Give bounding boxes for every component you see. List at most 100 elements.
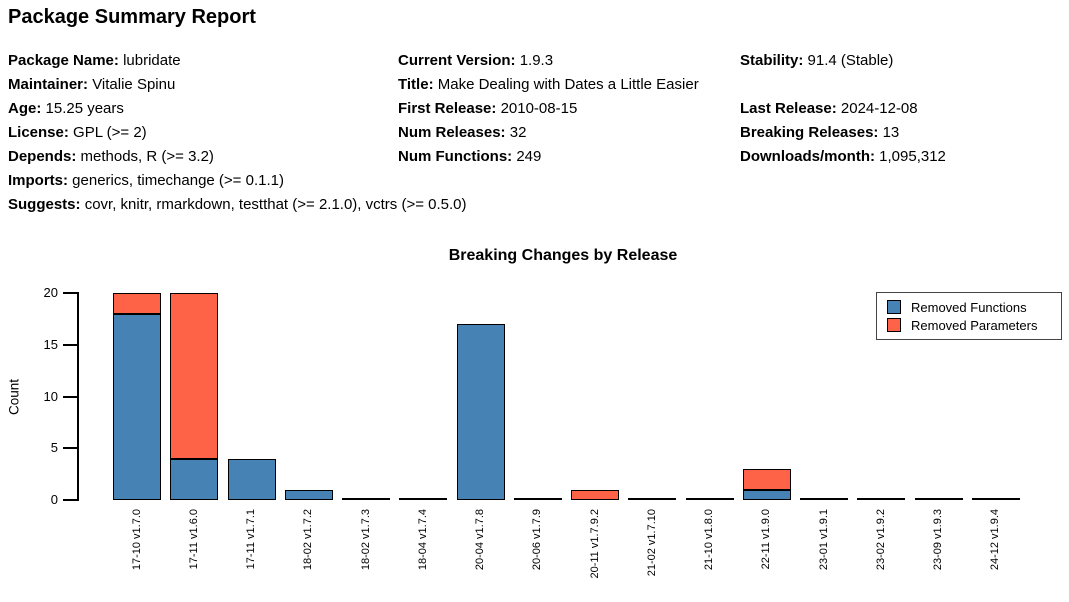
bar-segment-removed-parameters <box>571 489 619 500</box>
field-label: Imports: <box>8 172 68 189</box>
info-row-first-release: First Release: 2010-08-15 <box>398 97 699 121</box>
legend-label: Removed Functions <box>911 299 1027 315</box>
zero-bar-line <box>685 498 734 500</box>
info-row-title: Title: Make Dealing with Dates a Little … <box>398 73 699 97</box>
zero-bar-line <box>800 498 848 500</box>
x-axis-label: 23-01 v1.9.1 <box>817 509 830 571</box>
field-value: 2024-12-08 <box>840 100 918 117</box>
info-row-depends: Depends: methods, R (>= 3.2) <box>8 145 467 169</box>
field-value: 249 <box>516 148 542 165</box>
y-axis-tick-label: 15 <box>43 336 58 352</box>
info-row-stability: Stability: 91.4 (Stable) <box>740 49 946 73</box>
field-label: Age: <box>8 100 42 117</box>
y-axis-tick-label: 10 <box>43 388 58 404</box>
legend-swatch-removed-functions <box>887 300 901 314</box>
legend-swatch-removed-parameters <box>887 318 901 332</box>
field-label: Downloads/month: <box>740 148 875 165</box>
x-axis-label: 20-06 v1.7.9 <box>531 509 544 571</box>
field-label: Stability: <box>740 52 804 69</box>
zero-bar-line <box>342 498 390 500</box>
info-column-3: Stability: 91.4 (Stable) Last Release: 2… <box>740 49 946 169</box>
info-column-2: Current Version: 1.9.3 Title: Make Deali… <box>398 49 699 169</box>
field-label: Title: <box>398 76 434 93</box>
zero-bar-line <box>628 498 677 500</box>
page-title: Package Summary Report <box>8 6 256 28</box>
field-label: Num Releases: <box>398 124 506 141</box>
field-value: Vitalie Spinu <box>92 76 176 93</box>
info-row-num-functions: Num Functions: 249 <box>398 145 699 169</box>
field-label: Num Functions: <box>398 148 513 165</box>
x-axis-label: 17-11 v1.7.1 <box>245 509 257 570</box>
y-axis-tick <box>63 395 78 398</box>
bar-segment-removed-parameters <box>742 468 791 490</box>
x-axis-label: 18-04 v1.7.4 <box>416 509 429 571</box>
x-axis-label: 22-11 v1.9.0 <box>760 509 773 570</box>
info-row-last-release: Last Release: 2024-12-08 <box>740 97 946 121</box>
field-value: Make Dealing with Dates a Little Easier <box>437 76 699 93</box>
y-axis-tick-label: 20 <box>43 285 58 300</box>
bar-segment-removed-functions <box>170 458 219 500</box>
y-axis-tick-label: 5 <box>50 440 58 456</box>
field-label: Package Name: <box>8 52 119 69</box>
x-axis-label: 18-02 v1.7.3 <box>359 509 372 571</box>
info-row-maintainer: Maintainer: Vitalie Spinu <box>8 73 467 97</box>
field-label: Maintainer: <box>8 76 89 93</box>
info-row-current-version: Current Version: 1.9.3 <box>398 49 699 73</box>
bar-segment-removed-functions <box>284 489 333 500</box>
y-axis-tick <box>63 343 78 346</box>
x-axis-label: 24-12 v1.9.4 <box>989 509 1002 571</box>
field-value: 15.25 years <box>45 100 124 117</box>
y-axis-title: Count <box>6 378 22 416</box>
field-value: 1,095,312 <box>879 148 946 165</box>
y-axis-tick <box>63 499 78 501</box>
bar-segment-removed-functions <box>456 324 505 500</box>
bar-segment-removed-functions <box>113 313 161 500</box>
y-axis-tick-label: 0 <box>50 492 58 507</box>
x-axis-label: 23-09 v1.9.3 <box>932 509 944 571</box>
x-axis-label: 23-02 v1.9.2 <box>874 509 887 571</box>
legend-item-removed-functions: Removed Functions <box>887 298 1061 316</box>
zero-bar-line <box>971 498 1020 500</box>
zero-bar-line <box>914 498 963 500</box>
x-axis-label: 21-10 v1.8.0 <box>703 509 715 571</box>
x-axis-label: 17-11 v1.6.0 <box>187 509 200 570</box>
field-value: 2010-08-15 <box>500 100 578 117</box>
field-value: generics, timechange (>= 0.1.1) <box>72 172 284 189</box>
field-label: Depends: <box>8 148 77 165</box>
field-value: methods, R (>= 3.2) <box>80 148 214 165</box>
chart-legend: Removed Functions Removed Parameters <box>876 292 1062 340</box>
field-value: 13 <box>882 124 900 141</box>
info-row-breaking-releases: Breaking Releases: 13 <box>740 121 946 145</box>
zero-bar-line <box>399 498 448 500</box>
legend-item-removed-parameters: Removed Parameters <box>887 316 1061 334</box>
bar-segment-removed-parameters <box>170 293 219 459</box>
info-row-age: Age: 15.25 years <box>8 97 467 121</box>
field-value: 1.9.3 <box>519 52 554 69</box>
y-axis-line <box>77 292 79 501</box>
info-row-downloads: Downloads/month: 1,095,312 <box>740 145 946 169</box>
bar-segment-removed-parameters <box>113 293 161 314</box>
field-label: Suggests: <box>8 196 81 213</box>
field-label: Current Version: <box>398 52 516 69</box>
field-label: Breaking Releases: <box>740 124 879 141</box>
legend-label: Removed Parameters <box>911 317 1038 333</box>
field-value: 91.4 (Stable) <box>807 52 894 69</box>
bar-segment-removed-functions <box>742 489 791 500</box>
bar-segment-removed-functions <box>227 458 276 500</box>
field-value: covr, knitr, rmarkdown, testthat (>= 2.1… <box>84 196 467 213</box>
info-row-num-releases: Num Releases: 32 <box>398 121 699 145</box>
field-label: License: <box>8 124 69 141</box>
zero-bar-line <box>513 498 562 500</box>
field-value: GPL (>= 2) <box>73 124 147 141</box>
info-column-1: Package Name: lubridate Maintainer: Vita… <box>8 49 467 217</box>
x-axis-label: 20-04 v1.7.8 <box>474 509 486 571</box>
x-axis-label: 20-11 v1.7.9.2 <box>588 509 601 579</box>
info-row-suggests: Suggests: covr, knitr, rmarkdown, testth… <box>8 193 467 217</box>
y-axis-tick <box>63 447 78 450</box>
field-value: lubridate <box>123 52 181 69</box>
info-row-package-name: Package Name: lubridate <box>8 49 467 73</box>
info-row-license: License: GPL (>= 2) <box>8 121 467 145</box>
x-axis-label: 17-10 v1.7.0 <box>130 509 143 571</box>
